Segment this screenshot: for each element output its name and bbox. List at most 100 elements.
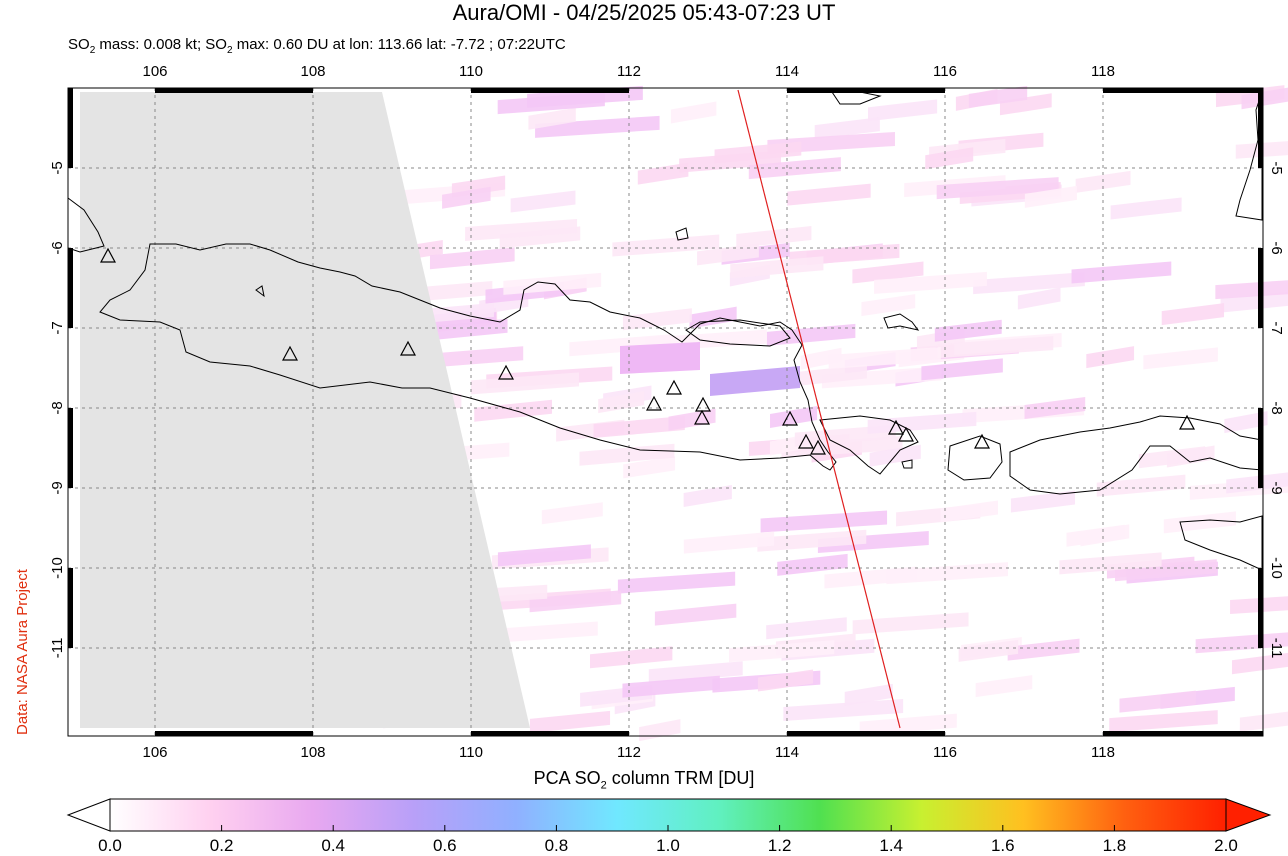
so2-streak xyxy=(748,157,841,180)
so2-streak xyxy=(683,484,732,507)
lat-tick-label-left: -9 xyxy=(49,481,66,494)
so2-streak xyxy=(1231,652,1288,675)
colorbar-tick-label: 1.0 xyxy=(656,836,680,855)
so2-streak xyxy=(783,699,904,722)
volcano-marker xyxy=(797,433,815,449)
so2-streak xyxy=(766,323,856,346)
volcano-marker xyxy=(694,396,712,412)
frame-bar-bottom xyxy=(471,731,629,736)
so2-streak xyxy=(1119,690,1196,713)
subtitle-subscript-2: 2 xyxy=(226,45,233,56)
subtitle-text-rest: max: 0.60 DU at lon: 113.66 lat: -7.72 ;… xyxy=(232,36,566,53)
so2-streak xyxy=(852,612,969,635)
java-coastline xyxy=(99,243,837,471)
so2-streak xyxy=(1143,347,1218,370)
lat-labels-left: -5 -6 -7 -8 -9 -10 -11 xyxy=(49,161,66,658)
lon-tick-label-top: 116 xyxy=(933,63,957,80)
volcano-marker xyxy=(497,364,515,380)
so2-streak xyxy=(958,639,1019,662)
colorbar-tick-label: 1.2 xyxy=(767,836,792,855)
so2-streak xyxy=(535,115,660,138)
map-subtitle: SO2 mass: 0.008 kt; SO2 max: 0.60 DU at … xyxy=(68,36,566,56)
lon-tick-label-bottom: 118 xyxy=(1091,744,1115,761)
so2-streak xyxy=(683,531,775,554)
lat-labels-right: -5 -6 -7 -8 -9 -10 -11 xyxy=(1268,161,1285,658)
so2-streak xyxy=(593,415,685,438)
so2-max-pixel xyxy=(710,366,800,396)
lon-tick-label-top: 114 xyxy=(775,63,799,80)
lon-tick-label-top: 118 xyxy=(1091,63,1115,80)
so2-streak xyxy=(442,186,491,209)
coastlines xyxy=(67,91,1263,571)
so2-streak xyxy=(874,271,987,294)
so2-streak xyxy=(973,272,1085,295)
so2-streak xyxy=(859,713,957,736)
subtitle-text-so: SO xyxy=(68,36,90,53)
volcano-marker xyxy=(809,439,827,455)
so2-streak xyxy=(579,443,675,466)
map-title: Aura/OMI - 04/25/2025 05:43-07:23 UT xyxy=(452,0,836,25)
lon-tick-label-top: 108 xyxy=(300,63,325,80)
so2-streak xyxy=(474,399,553,422)
colorbar-tick-label: 0.2 xyxy=(209,836,234,855)
so2-streak xyxy=(1096,474,1186,497)
so2-streak xyxy=(770,406,818,429)
so2-streak xyxy=(1115,559,1217,582)
volcano-marker xyxy=(693,409,711,425)
lat-tick-label-left: -5 xyxy=(49,161,66,174)
colorbar-tick-label: 1.4 xyxy=(879,836,904,855)
so2-streak xyxy=(497,92,605,115)
so2-streaks xyxy=(380,85,1288,742)
colorbar-title: PCA SO2 column TRM [DU] xyxy=(0,768,1288,792)
lon-tick-label-bottom: 114 xyxy=(775,744,799,761)
nusa-penida-coastline xyxy=(901,459,913,469)
colorbar-tick-label: 0.6 xyxy=(432,836,457,855)
frame-bar-left xyxy=(68,408,73,488)
so2-streak xyxy=(1110,197,1182,220)
so2-streak xyxy=(623,456,676,479)
so2-streak xyxy=(1007,638,1080,661)
so2-streak xyxy=(1024,396,1086,419)
so2-streak xyxy=(787,183,871,206)
lat-tick-label-left: -6 xyxy=(49,241,66,254)
lat-tick-label-left: -10 xyxy=(49,557,66,579)
so2-streak xyxy=(852,261,924,284)
subtitle-subscript: 2 xyxy=(89,45,96,56)
orbit-track-line xyxy=(737,89,901,729)
so2-streak xyxy=(1138,446,1206,469)
so2-streak xyxy=(1241,87,1288,110)
so2-streak xyxy=(529,710,611,733)
frame-bar-bottom xyxy=(155,731,313,736)
so2-streak xyxy=(648,661,743,684)
volcano-marker xyxy=(887,419,905,435)
frame-bar-left xyxy=(68,248,73,328)
so2-streak xyxy=(654,603,737,626)
lat-tick-label-right: -10 xyxy=(1268,557,1285,579)
so2-streak xyxy=(1239,711,1288,732)
so2-streak xyxy=(760,510,888,533)
so2-streak xyxy=(828,347,941,370)
colorbar-tick-label: 0.4 xyxy=(321,836,346,855)
so2-streak xyxy=(1224,411,1268,434)
bawean-coastline xyxy=(675,227,689,241)
sumbawa-coastline xyxy=(1009,415,1263,495)
so2-streak xyxy=(861,294,916,317)
lon-tick-label-top: 106 xyxy=(142,63,167,80)
so2-streak xyxy=(817,530,929,553)
colorbar-title-subscript: 2 xyxy=(600,779,607,792)
so2-streak xyxy=(528,107,576,130)
so2-streak xyxy=(1215,280,1288,300)
lat-tick-label-right: -7 xyxy=(1268,321,1285,334)
volcano-marker xyxy=(99,247,117,263)
so2-streak xyxy=(999,93,1052,116)
frame-bar-left xyxy=(68,568,73,648)
lon-tick-label-bottom: 110 xyxy=(459,744,483,761)
so2-streak xyxy=(612,234,720,257)
so2-streak xyxy=(821,366,942,389)
so2-streak xyxy=(679,150,782,173)
so2-streak xyxy=(867,99,938,122)
lon-labels-bottom: 106 108 110 112 114 116 118 xyxy=(142,744,1114,761)
so2-streak xyxy=(844,683,893,706)
so2-hotspot xyxy=(620,342,700,374)
colorbar-tick-label: 0.8 xyxy=(544,836,569,855)
